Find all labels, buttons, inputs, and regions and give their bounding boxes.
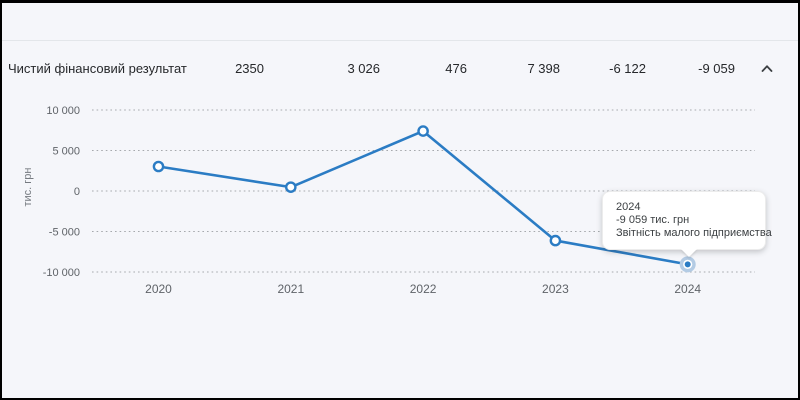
metric-value: 3 026 bbox=[347, 61, 380, 76]
collapse-row-button[interactable] bbox=[755, 60, 779, 77]
x-tick-label: 2021 bbox=[277, 282, 304, 296]
y-tick-label: 10 000 bbox=[46, 105, 80, 117]
x-tick-label: 2022 bbox=[410, 282, 437, 296]
metric-value: 2350 bbox=[235, 61, 264, 76]
chart-panel: Чистий фінансовий результат 2350 3 026 4… bbox=[2, 3, 798, 398]
metric-row: Чистий фінансовий результат 2350 3 026 4… bbox=[2, 40, 798, 96]
y-tick-label: -5 000 bbox=[49, 227, 80, 239]
y-tick-label: -10 000 bbox=[43, 267, 80, 279]
metric-value: 7 398 bbox=[527, 61, 560, 76]
metric-value: 476 bbox=[445, 61, 467, 76]
data-point-2022[interactable] bbox=[417, 125, 429, 137]
x-tick-label: 2020 bbox=[145, 282, 172, 296]
metric-value: -9 059 bbox=[698, 61, 735, 76]
line-chart: 10 000 5 000 0 -5 000 -10 000 2020 2021 2022 202… bbox=[43, 105, 755, 296]
y-tick-label: 0 bbox=[74, 186, 80, 198]
data-point-2021[interactable] bbox=[284, 181, 297, 193]
data-point-center bbox=[684, 261, 691, 268]
y-tick-label: 5 000 bbox=[52, 146, 80, 158]
data-point-2023[interactable] bbox=[549, 234, 562, 247]
chevron-up-icon bbox=[761, 65, 772, 72]
tooltip-year: 2024 bbox=[616, 201, 641, 213]
metric-label: Чистий фінансовий результат bbox=[8, 61, 187, 76]
tooltip: 2024 -9 059 тис. грн Звітність малого пі… bbox=[602, 191, 772, 250]
x-tick-label: 2024 bbox=[674, 282, 701, 296]
tooltip-value: -9 059 тис. грн bbox=[616, 214, 690, 226]
metric-value: -6 122 bbox=[609, 61, 646, 76]
x-tick-label: 2023 bbox=[542, 282, 569, 296]
tooltip-source: Звітність малого підприємства bbox=[616, 227, 772, 239]
data-point-2020[interactable] bbox=[152, 160, 165, 173]
